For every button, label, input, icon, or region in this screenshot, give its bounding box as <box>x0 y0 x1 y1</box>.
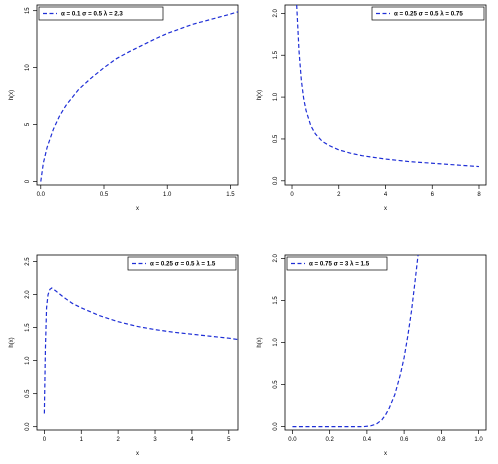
panel-3: 0 1 2 3 4 5 0.0 0.5 1.0 1.5 2.0 2.5 x h(x) α = 0.25 σ … <box>9 254 239 457</box>
y-tick-label: 2.5 <box>25 257 31 266</box>
legend-box <box>371 6 485 21</box>
y-tick-label: 2.0 <box>273 9 279 18</box>
y-tick-label: 1.5 <box>273 50 279 59</box>
series-line <box>40 11 238 182</box>
y-tick-label: 0.0 <box>273 422 279 431</box>
x-tick-label: 1.0 <box>163 192 172 198</box>
legend-box <box>127 256 237 271</box>
x-tick-label: 0.2 <box>325 437 334 443</box>
x-tick-label: 0.0 <box>37 192 46 198</box>
x-tick-label: 0.0 <box>288 437 297 443</box>
y-tick-label: 0.5 <box>25 389 31 398</box>
x-tick-label: 5 <box>227 437 231 443</box>
x-tick-label: 3 <box>153 437 157 443</box>
y-axis-title: h(x) <box>257 90 263 100</box>
y-tick-label: 15 <box>25 7 31 14</box>
y-tick-label: 0.5 <box>273 380 279 389</box>
legend-label: α = 0.25 σ = 0.5 λ = 0.75 <box>394 11 463 18</box>
x-tick-label: 1 <box>80 437 84 443</box>
x-tick-label: 0.5 <box>100 192 109 198</box>
plot-frame <box>36 4 239 186</box>
x-tick-label: 0 <box>290 192 294 198</box>
y-tick-label: 2.0 <box>273 254 279 263</box>
y-tick-label: 5 <box>25 122 31 126</box>
y-tick-label: 0.5 <box>273 134 279 143</box>
legend-label: α = 0.25 σ = 0.5 λ = 1.5 <box>150 261 216 268</box>
x-tick-label: 4 <box>190 437 194 443</box>
y-axis-title: h(x) <box>9 90 15 100</box>
x-axis-title: x <box>384 451 387 457</box>
legend-box <box>38 6 164 21</box>
x-axis-title: x <box>136 451 139 457</box>
x-tick-label: 0.8 <box>437 437 446 443</box>
x-tick-label: 8 <box>477 192 481 198</box>
x-tick-label: 2 <box>337 192 341 198</box>
y-tick-label: 1.0 <box>273 338 279 347</box>
y-tick-label: 1.5 <box>273 296 279 305</box>
panel-2: 0 2 4 6 8 0.0 0.5 1.0 1.5 2.0 x h(x) α = 0.25 σ = 0.… <box>257 4 487 212</box>
x-tick-label: 1.0 <box>474 437 483 443</box>
y-tick-label: 1.0 <box>25 356 31 365</box>
legend-box <box>286 256 388 271</box>
x-tick-label: 0 <box>43 437 47 443</box>
x-tick-label: 0.4 <box>363 437 372 443</box>
x-tick-label: 1.5 <box>226 192 235 198</box>
series-line <box>296 5 480 168</box>
plot-frame <box>284 4 487 186</box>
legend-label: α = 0.1 σ = 0.5 λ = 2.3 <box>61 11 123 18</box>
y-axis-title: h(x) <box>257 337 263 347</box>
x-tick-label: 4 <box>384 192 388 198</box>
y-axis-title: h(x) <box>9 337 15 347</box>
panel-4: 0.0 0.2 0.4 0.6 0.8 1.0 0.0 0.5 1.0 1.5 2.0 x h(x) α … <box>257 254 487 457</box>
y-tick-label: 0.0 <box>25 422 31 431</box>
y-tick-label: 10 <box>25 64 31 71</box>
x-axis-title: x <box>384 206 387 212</box>
legend-label: α = 0.75 σ = 3 λ = 1.5 <box>309 261 370 268</box>
plot-frame <box>284 254 487 431</box>
x-tick-label: 2 <box>116 437 120 443</box>
series-line <box>43 287 238 414</box>
plot-frame <box>36 254 239 431</box>
panel-1: 0.0 0.5 1.0 1.5 0 5 10 15 x h(x) α = 0.1 σ = 0.5 λ… <box>9 4 239 212</box>
x-tick-label: 0.6 <box>400 437 409 443</box>
y-tick-label: 1.5 <box>25 323 31 332</box>
y-tick-label: 1.0 <box>273 92 279 101</box>
y-tick-label: 0.0 <box>273 176 279 185</box>
series-line <box>292 255 419 428</box>
y-tick-label: 2.0 <box>25 290 31 299</box>
y-tick-label: 0 <box>25 179 31 183</box>
x-axis-title: x <box>136 206 139 212</box>
x-tick-label: 6 <box>431 192 435 198</box>
